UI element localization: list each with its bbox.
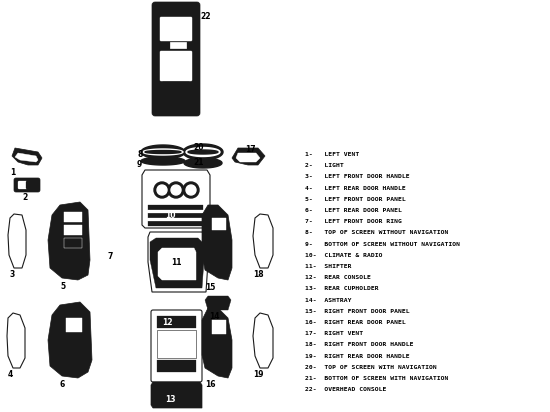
Text: 9-   BOTTOM OF SCREEN WITHOUT NAVIGATION: 9- BOTTOM OF SCREEN WITHOUT NAVIGATION bbox=[305, 241, 460, 247]
Text: 4-   LEFT REAR DOOR HANDLE: 4- LEFT REAR DOOR HANDLE bbox=[305, 185, 406, 191]
Bar bbox=[148, 221, 203, 226]
Bar bbox=[148, 213, 203, 218]
Bar bbox=[157, 360, 196, 372]
Polygon shape bbox=[141, 157, 185, 165]
Text: 15-  RIGHT FRONT DOOR PANEL: 15- RIGHT FRONT DOOR PANEL bbox=[305, 309, 410, 314]
Bar bbox=[148, 210, 203, 213]
Bar bbox=[212, 320, 226, 334]
FancyBboxPatch shape bbox=[152, 2, 200, 116]
Text: 16: 16 bbox=[205, 380, 216, 389]
Circle shape bbox=[168, 182, 184, 198]
Polygon shape bbox=[150, 238, 204, 288]
Bar bbox=[64, 225, 82, 235]
Bar bbox=[148, 205, 203, 210]
Text: 5: 5 bbox=[60, 282, 65, 291]
Text: 6: 6 bbox=[60, 380, 65, 389]
FancyBboxPatch shape bbox=[18, 181, 27, 189]
FancyBboxPatch shape bbox=[160, 17, 192, 41]
Polygon shape bbox=[15, 153, 38, 162]
Text: 8-   TOP OF SCREEN WITHOUT NAVIGATION: 8- TOP OF SCREEN WITHOUT NAVIGATION bbox=[305, 230, 448, 235]
Text: 11-  SHIFTER: 11- SHIFTER bbox=[305, 264, 351, 269]
Polygon shape bbox=[202, 205, 232, 280]
Text: 17-  RIGHT VENT: 17- RIGHT VENT bbox=[305, 331, 363, 336]
Polygon shape bbox=[160, 82, 192, 95]
Circle shape bbox=[157, 185, 167, 195]
Text: 18: 18 bbox=[253, 270, 263, 279]
Text: 7: 7 bbox=[108, 252, 113, 261]
Text: 6-   LEFT REAR DOOR PANEL: 6- LEFT REAR DOOR PANEL bbox=[305, 208, 402, 213]
Text: 8: 8 bbox=[137, 150, 142, 159]
Polygon shape bbox=[186, 147, 220, 157]
Text: 10-  CLIMATE & RADIO: 10- CLIMATE & RADIO bbox=[305, 253, 382, 258]
Bar bbox=[157, 330, 196, 358]
Polygon shape bbox=[7, 313, 25, 368]
Text: 22: 22 bbox=[200, 12, 211, 21]
Polygon shape bbox=[183, 144, 223, 160]
Text: 3-   LEFT FRONT DOOR HANDLE: 3- LEFT FRONT DOOR HANDLE bbox=[305, 174, 410, 179]
Text: 2-   LIGHT: 2- LIGHT bbox=[305, 163, 344, 168]
Text: 20-  TOP OF SCREEN WITH NAVIGATION: 20- TOP OF SCREEN WITH NAVIGATION bbox=[305, 365, 437, 370]
Polygon shape bbox=[142, 170, 210, 228]
Text: 2: 2 bbox=[22, 193, 28, 202]
Text: 21: 21 bbox=[193, 158, 204, 167]
Text: 12: 12 bbox=[162, 318, 173, 327]
Circle shape bbox=[183, 182, 199, 198]
Text: 13: 13 bbox=[165, 395, 175, 404]
Polygon shape bbox=[236, 153, 260, 162]
Polygon shape bbox=[8, 214, 26, 268]
Bar bbox=[66, 318, 82, 332]
Text: 12-  REAR CONSOLE: 12- REAR CONSOLE bbox=[305, 275, 371, 280]
Polygon shape bbox=[184, 158, 222, 168]
FancyBboxPatch shape bbox=[160, 51, 192, 81]
Text: 14-  ASHTRAY: 14- ASHTRAY bbox=[305, 297, 351, 302]
FancyBboxPatch shape bbox=[26, 181, 35, 189]
Text: 15: 15 bbox=[205, 283, 216, 292]
Polygon shape bbox=[205, 296, 231, 310]
Polygon shape bbox=[202, 308, 232, 378]
Polygon shape bbox=[158, 248, 196, 280]
Circle shape bbox=[154, 182, 170, 198]
Circle shape bbox=[171, 185, 181, 195]
Polygon shape bbox=[48, 302, 92, 378]
Text: 19-  RIGHT REAR DOOR HANDLE: 19- RIGHT REAR DOOR HANDLE bbox=[305, 353, 410, 358]
Polygon shape bbox=[48, 202, 90, 280]
Bar bbox=[64, 238, 82, 248]
Text: 14: 14 bbox=[209, 312, 219, 321]
Text: 10: 10 bbox=[165, 211, 175, 220]
Text: 18-  RIGHT FRONT DOOR HANDLE: 18- RIGHT FRONT DOOR HANDLE bbox=[305, 342, 414, 347]
Bar bbox=[212, 218, 226, 230]
Polygon shape bbox=[148, 232, 208, 292]
Text: 7-   LEFT FRONT DOOR RING: 7- LEFT FRONT DOOR RING bbox=[305, 219, 402, 224]
Bar bbox=[148, 218, 203, 221]
Text: 1-   LEFT VENT: 1- LEFT VENT bbox=[305, 152, 359, 157]
Text: 17: 17 bbox=[245, 145, 256, 154]
Polygon shape bbox=[151, 382, 202, 408]
Text: 4: 4 bbox=[8, 370, 13, 379]
Polygon shape bbox=[141, 145, 185, 159]
Polygon shape bbox=[188, 150, 218, 154]
Polygon shape bbox=[170, 42, 186, 48]
Text: 22-  OVERHEAD CONSOLE: 22- OVERHEAD CONSOLE bbox=[305, 387, 386, 392]
FancyBboxPatch shape bbox=[14, 178, 40, 192]
Text: 3: 3 bbox=[10, 270, 15, 279]
Text: 9: 9 bbox=[137, 160, 142, 169]
Bar bbox=[64, 212, 82, 222]
Polygon shape bbox=[253, 313, 273, 368]
Polygon shape bbox=[232, 148, 265, 165]
Text: 20: 20 bbox=[193, 143, 204, 152]
Text: 16-  RIGHT REAR DOOR PANEL: 16- RIGHT REAR DOOR PANEL bbox=[305, 320, 406, 325]
Polygon shape bbox=[253, 214, 273, 268]
Text: 19: 19 bbox=[253, 370, 263, 379]
Text: 13-  REAR CUPHOLDER: 13- REAR CUPHOLDER bbox=[305, 286, 378, 291]
Text: 1: 1 bbox=[10, 168, 15, 177]
FancyBboxPatch shape bbox=[151, 310, 202, 382]
Circle shape bbox=[186, 185, 196, 195]
Text: 21-  BOTTOM OF SCREEN WITH NAVIGATION: 21- BOTTOM OF SCREEN WITH NAVIGATION bbox=[305, 376, 448, 381]
Text: 11: 11 bbox=[170, 258, 182, 267]
Polygon shape bbox=[12, 148, 42, 165]
Text: 5-   LEFT FRONT DOOR PANEL: 5- LEFT FRONT DOOR PANEL bbox=[305, 197, 406, 202]
Polygon shape bbox=[145, 150, 181, 154]
Polygon shape bbox=[143, 149, 183, 155]
Bar bbox=[157, 316, 196, 328]
